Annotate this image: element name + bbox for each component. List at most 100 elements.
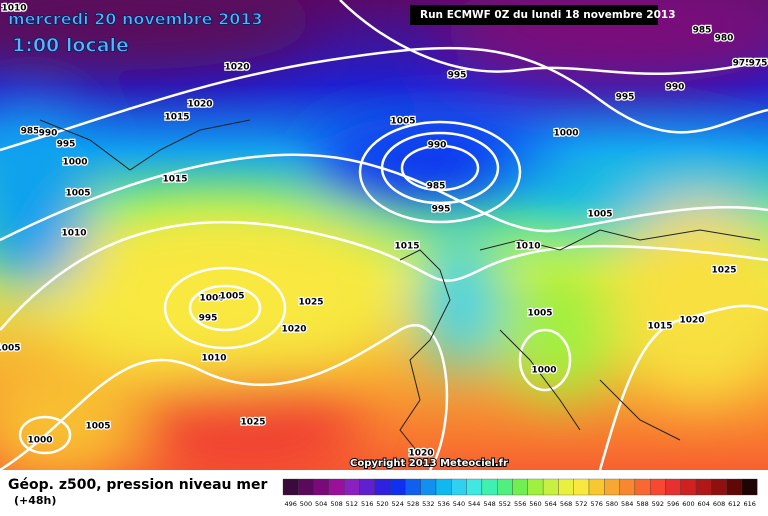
isobar-label: 995 [57,140,76,150]
legend-swatch [665,478,681,496]
footer-title: Géop. z500, pression niveau mer [8,477,267,493]
legend-value: 552 [499,500,511,508]
legend-swatch [741,478,758,496]
isobar-label: 1010 [1,4,26,14]
field [0,0,768,480]
isobar-label: 1020 [281,325,306,335]
legend-swatch [512,478,528,496]
isobar-label: 995 [616,93,635,103]
isobars [0,0,768,470]
legend-swatch [527,478,544,496]
legend-swatch [282,478,299,496]
legend-value: 516 [361,500,373,508]
legend-value: 612 [728,500,740,508]
legend-value: 560 [529,500,541,508]
isobar-label: 985 [693,26,712,36]
isobar-label: 985 [21,127,40,137]
isobar-label: 990 [666,83,685,93]
isobar-label: 1000 [199,294,224,304]
legend-value: 548 [483,500,495,508]
isobar-label: 990 [39,129,58,139]
legend-value: 524 [392,500,404,508]
legend-swatch [344,478,360,496]
legend-value: 568 [560,500,572,508]
legend-value: 584 [621,500,633,508]
legend-swatch [558,478,574,496]
isobar-label: 975 [749,59,768,69]
legend-swatch [405,478,421,496]
isobar-label: 1025 [298,298,323,308]
isobar-label: 1005 [527,309,552,319]
isobar-label: 995 [199,314,218,324]
legend-swatch [481,478,498,496]
legend-value: 532 [422,500,434,508]
legend: 496 500 504 508 512 516 520 524 528 532 536 540 544 5… [282,478,758,508]
legend-value: 544 [468,500,480,508]
isobar-label: 1000 [553,129,578,139]
legend-swatch [573,478,590,496]
isobar-label: 980 [715,34,734,44]
isobar-label: 990 [428,141,447,151]
isobar-label: 1020 [187,100,212,110]
legend-swatch [466,478,483,496]
isobar-label: 1015 [647,322,672,332]
legend-value: 508 [330,500,342,508]
legend-swatch [726,478,743,496]
isobar-label: 1005 [587,210,612,220]
legend-swatch [680,478,697,496]
legend-swatch [328,478,345,496]
copyright: Copyright 2013 Meteociel.fr [350,458,508,469]
legend-value: 540 [453,500,465,508]
isobar-label: 1005 [85,422,110,432]
legend-value: 512 [346,500,358,508]
legend-swatch [374,478,391,496]
legend-value: 580 [606,500,618,508]
legend-value: 588 [636,500,648,508]
legend-value: 496 [284,500,296,508]
legend-value: 520 [376,500,388,508]
legend-swatch [619,478,636,496]
date: mercredi 20 novembre 2013 [8,10,263,29]
isobar-label: 1015 [394,242,419,252]
legend-swatch [497,478,513,496]
coastlines [39,119,761,456]
legend-swatch [435,478,452,496]
isobar-label: 1025 [711,266,736,276]
isobar-label: 1005 [0,344,21,354]
isobar-label: 1015 [162,175,187,185]
legend-swatch [650,478,666,496]
legend-swatch [420,478,437,496]
legend-swatch [711,478,727,496]
isobar-label: 1020 [679,316,704,326]
legend-swatch [634,478,651,496]
isobar-label: 1000 [531,366,556,376]
legend-swatch [359,478,375,496]
legend-value: 572 [575,500,587,508]
isobar-label: 1015 [164,113,189,123]
legend-value: 600 [682,500,694,508]
legend-value: 528 [407,500,419,508]
legend-value: 604 [698,500,710,508]
isobar-label: 975 [733,59,752,69]
legend-value: 556 [514,500,526,508]
isobar-label: 1010 [61,229,86,239]
run: Run ECMWF 0Z du lundi 18 novembre 2013 [420,9,676,21]
isobar-label: 995 [432,205,451,215]
legend-swatch [588,478,605,496]
isobar-label: 1025 [240,418,265,428]
legend-swatch [604,478,620,496]
legend-value: 564 [545,500,557,508]
legend-swatch [389,478,406,496]
isobar-label: 1005 [390,117,415,127]
lead: (+48h) [14,494,56,507]
isobar-label: 1010 [515,242,540,252]
legend-swatch [542,478,559,496]
run-box [410,5,658,25]
isobar-label: 1010 [201,354,226,364]
legend-value: 616 [743,500,755,508]
legend-swatch [451,478,467,496]
legend-value: 592 [652,500,664,508]
